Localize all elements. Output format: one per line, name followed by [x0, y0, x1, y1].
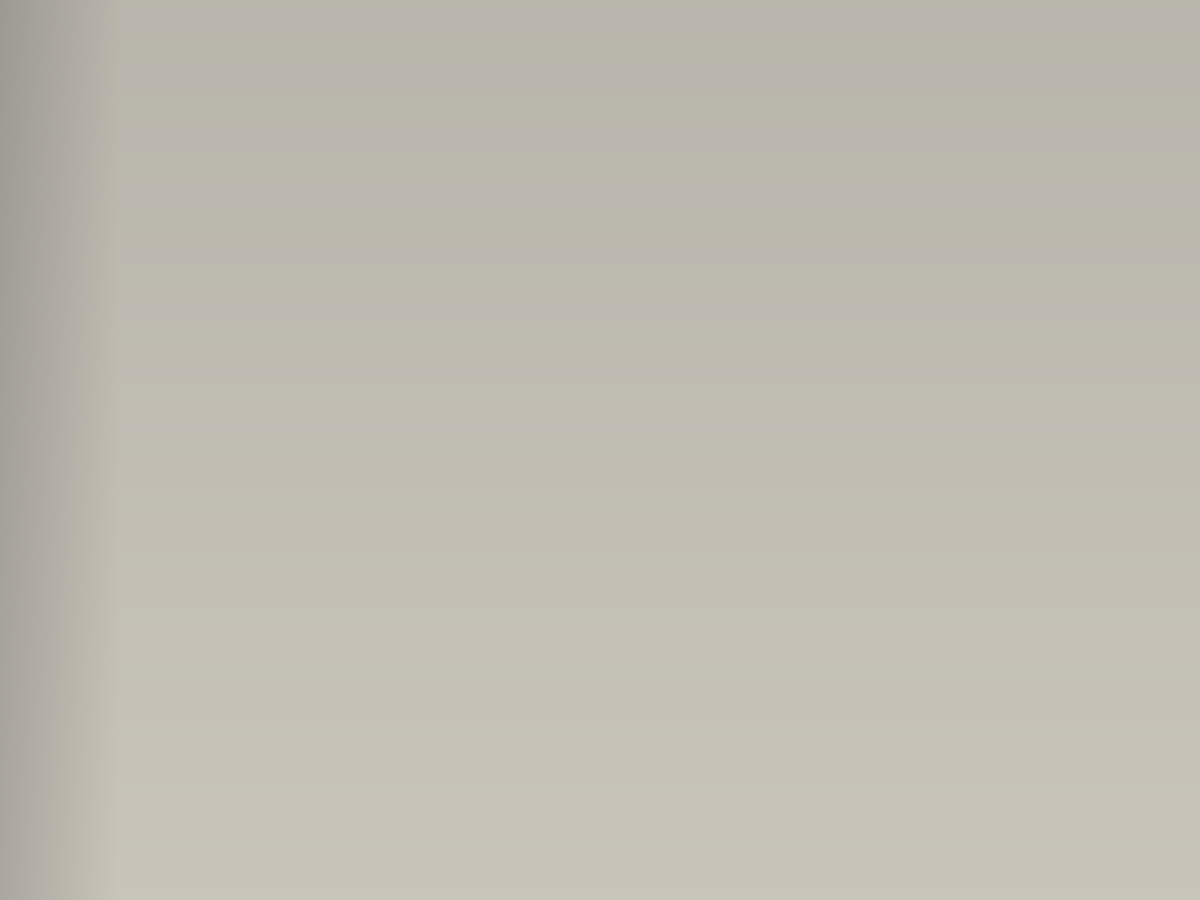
Text: e.   F$^-$, HF: e. F$^-$, HF [108, 346, 215, 366]
Text: a.   1.0 x  10$^{-18}$ M: a. 1.0 x 10$^{-18}$ M [108, 518, 280, 540]
Text: d.    2.0 x 10$^{-4}$ M: d. 2.0 x 10$^{-4}$ M [108, 632, 272, 653]
Text: d.   F$^-$, F$^-$: d. F$^-$, F$^-$ [108, 310, 212, 329]
Text: b.   1.4 x 10$^{-5}$ M: b. 1.4 x 10$^{-5}$ M [108, 556, 266, 578]
Text: 20.   If the solubility product of scandium(III) fluoride, ScF$_3$, in pure wate: 20. If the solubility product of scandiu… [30, 419, 1117, 445]
Text: c.   6.2 10$^{-6}$ M: c. 6.2 10$^{-6}$ M [108, 594, 247, 616]
Text: 19.   When HCl is added to a HF/NaF buffer system, the H$_3$O$^+$ from the stron: 19. When HCl is added to a HF/NaF buffer… [30, 100, 1072, 125]
Text: b.   Cl$^-$, HCl: b. Cl$^-$, HCl [108, 236, 232, 256]
Text: c.   HF,  F$^-$: c. HF, F$^-$ [108, 273, 217, 292]
Text: a.   H$_2$O, H$_2$O: a. H$_2$O, H$_2$O [108, 198, 238, 220]
Text: producing more ______: producing more ______ [90, 157, 304, 176]
Text: ScF$_3$: ScF$_3$ [90, 473, 136, 495]
Text: e.   I$_2$(g)  --> I$_2$(s): e. I$_2$(g) --> I$_2$(s) [54, 29, 220, 52]
Text: e.   2.0 10$^{-10}$ M: e. 2.0 10$^{-10}$ M [108, 670, 257, 691]
